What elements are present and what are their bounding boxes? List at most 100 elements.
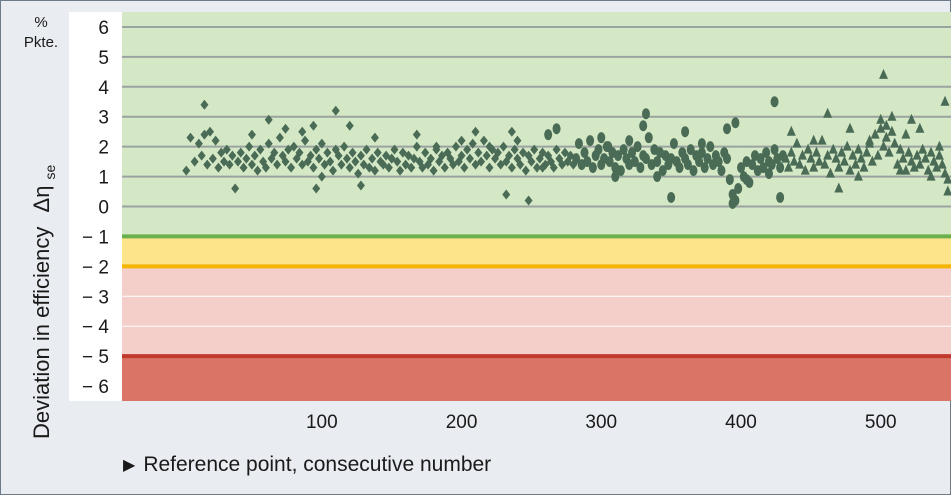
data-point-1-40 bbox=[683, 159, 692, 171]
data-point-0-144 bbox=[312, 183, 321, 194]
data-point-2-50 bbox=[920, 152, 930, 163]
data-point-0-116 bbox=[510, 144, 519, 155]
band-0 bbox=[122, 12, 951, 237]
data-point-0-34 bbox=[281, 156, 290, 167]
data-point-2-19 bbox=[834, 161, 844, 172]
data-point-2-16 bbox=[825, 167, 835, 178]
data-point-2-54 bbox=[932, 161, 942, 172]
data-point-1-76 bbox=[604, 141, 613, 153]
y-unit-pkte: Pkte. bbox=[24, 34, 58, 51]
data-point-1-8 bbox=[594, 144, 603, 156]
data-point-1-37 bbox=[675, 162, 684, 174]
data-point-0-32 bbox=[275, 132, 284, 143]
data-point-0-143 bbox=[309, 120, 318, 131]
data-point-2-56 bbox=[937, 158, 947, 169]
data-point-1-1 bbox=[574, 138, 583, 150]
data-point-0-79 bbox=[407, 162, 416, 173]
data-point-1-21 bbox=[630, 156, 639, 168]
data-point-2-69 bbox=[887, 110, 897, 121]
data-point-0-87 bbox=[429, 165, 438, 176]
data-point-1-29 bbox=[653, 156, 662, 168]
data-point-1-25 bbox=[641, 153, 650, 165]
x-tick-label-2: 300 bbox=[585, 412, 617, 433]
data-point-0-65 bbox=[368, 153, 377, 164]
data-point-0-50 bbox=[326, 156, 335, 167]
data-point-2-41 bbox=[895, 143, 905, 154]
data-point-2-7 bbox=[800, 164, 810, 175]
data-point-2-20 bbox=[837, 146, 847, 157]
data-point-0-122 bbox=[527, 156, 536, 167]
data-point-0-59 bbox=[351, 156, 360, 167]
data-point-2-21 bbox=[839, 155, 849, 166]
data-point-1-20 bbox=[628, 147, 637, 159]
data-point-2-12 bbox=[814, 155, 824, 166]
data-point-1-89 bbox=[770, 96, 779, 108]
data-point-1-45 bbox=[697, 147, 706, 159]
data-point-0-124 bbox=[533, 162, 541, 173]
y-tick-label-5: 1 bbox=[98, 168, 109, 189]
data-point-0-20 bbox=[242, 153, 251, 164]
data-point-0-41 bbox=[301, 135, 310, 146]
data-point-0-107 bbox=[485, 162, 494, 173]
data-point-0-152 bbox=[432, 141, 441, 152]
data-point-0-104 bbox=[477, 156, 486, 167]
data-point-1-73 bbox=[776, 162, 785, 174]
data-point-0-130 bbox=[549, 162, 558, 173]
data-point-2-65 bbox=[865, 137, 875, 148]
data-point-1-31 bbox=[658, 165, 667, 177]
data-point-0-120 bbox=[521, 165, 530, 176]
data-point-2-11 bbox=[811, 146, 821, 157]
data-point-0-84 bbox=[421, 147, 430, 158]
data-point-2-4 bbox=[792, 137, 802, 148]
data-point-0-4 bbox=[197, 150, 206, 161]
data-point-1-93 bbox=[728, 198, 737, 210]
data-point-2-47 bbox=[912, 149, 922, 160]
chart-svg: 6 5 4 3 2 1 0 − 1 − 2 − 3 − 4 − 5 − 6 100 200 300 400 50… bbox=[24, 12, 951, 439]
x-tick-label-4: 500 bbox=[865, 412, 897, 433]
data-point-0-157 bbox=[507, 126, 516, 137]
data-point-1-78 bbox=[625, 135, 634, 147]
data-point-2-44 bbox=[904, 146, 914, 157]
data-point-2-23 bbox=[845, 164, 855, 175]
y-tick-label-1: 5 bbox=[98, 48, 109, 69]
data-point-0-49 bbox=[323, 147, 332, 158]
data-point-0-63 bbox=[362, 144, 371, 155]
data-point-1-87 bbox=[742, 174, 751, 186]
data-point-2-1 bbox=[784, 161, 794, 172]
data-point-0-145 bbox=[317, 171, 326, 182]
y-axis-label-text: Deviation in efficiency bbox=[29, 227, 54, 439]
data-point-1-48 bbox=[706, 141, 715, 153]
data-point-2-75 bbox=[934, 140, 944, 151]
data-point-2-38 bbox=[887, 125, 897, 136]
data-point-1-47 bbox=[703, 153, 712, 165]
y-axis-label-subscript: se bbox=[42, 164, 58, 179]
data-point-2-63 bbox=[845, 122, 855, 133]
data-point-1-79 bbox=[639, 120, 648, 132]
data-point-2-70 bbox=[895, 164, 905, 175]
data-point-0-112 bbox=[499, 141, 508, 152]
data-point-2-66 bbox=[876, 113, 886, 124]
data-point-2-77 bbox=[943, 173, 951, 184]
data-point-2-25 bbox=[851, 158, 861, 169]
data-point-2-42 bbox=[898, 152, 908, 163]
data-point-1-15 bbox=[614, 150, 623, 162]
data-point-2-17 bbox=[828, 143, 838, 154]
x-tick-label-0: 100 bbox=[306, 412, 338, 433]
data-point-0-142 bbox=[298, 126, 307, 137]
data-point-0-55 bbox=[340, 141, 349, 152]
data-point-0-114 bbox=[505, 150, 514, 161]
data-point-1-3 bbox=[580, 147, 589, 159]
data-point-0-37 bbox=[289, 141, 298, 152]
y-unit-percent: % bbox=[34, 14, 47, 31]
data-point-0-71 bbox=[384, 162, 393, 173]
data-point-0-58 bbox=[348, 147, 357, 158]
data-point-1-92 bbox=[544, 129, 553, 141]
data-point-1-59 bbox=[737, 162, 746, 174]
data-point-0-54 bbox=[337, 159, 346, 170]
data-point-0-86 bbox=[426, 153, 435, 164]
data-point-2-71 bbox=[901, 128, 911, 139]
data-point-2-52 bbox=[926, 146, 936, 157]
data-point-0-31 bbox=[273, 159, 282, 170]
data-point-2-49 bbox=[918, 143, 928, 154]
